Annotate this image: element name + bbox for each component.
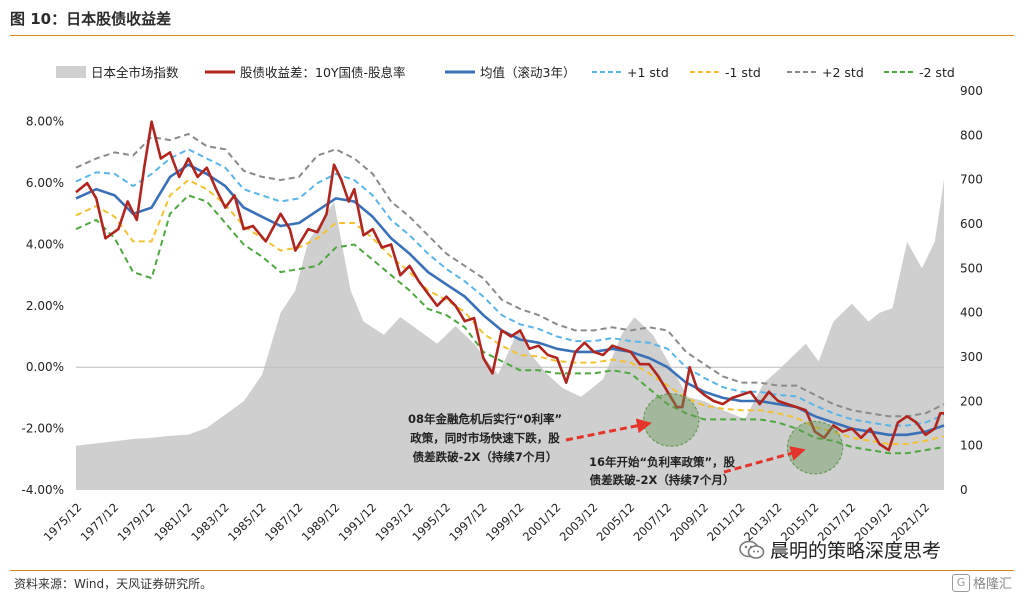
y-right-tick-label: 100 bbox=[960, 439, 983, 453]
annotation-arrow-1 bbox=[565, 418, 652, 442]
annotation-text: 16年开始“负利率政策”，股 bbox=[589, 455, 736, 469]
x-tick-label: 1999/12 bbox=[483, 500, 527, 544]
annotation-layer: 08年金融危机后实行“0利率”政策，同时市场快速下跌，股债差跌破-2X（持续7个… bbox=[408, 412, 806, 487]
y-left-tick-label: -4.00% bbox=[22, 483, 64, 497]
plus2-std-line bbox=[75, 133, 945, 418]
legend-label-plus2: +2 std bbox=[822, 65, 864, 80]
watermark: 晨明的策略深度思考 bbox=[738, 536, 941, 563]
x-tick-label: 1995/12 bbox=[409, 500, 453, 544]
wechat-icon bbox=[739, 540, 765, 559]
legend-swatch-area bbox=[56, 66, 86, 78]
annotation-text: 08年金融危机后实行“0利率” bbox=[408, 412, 562, 426]
bottom-rule bbox=[10, 570, 1014, 571]
x-tick-label: 2001/12 bbox=[520, 500, 564, 544]
highlight-circle-1 bbox=[643, 393, 700, 447]
source-note: 资料来源：Wind，天风证券研究所。 bbox=[14, 577, 213, 591]
y-left-tick-label: 2.00% bbox=[26, 299, 64, 313]
x-tick-label: 1975/12 bbox=[41, 500, 85, 544]
x-tick-label: 1981/12 bbox=[151, 500, 195, 544]
annotation-text: 政策，同时市场快速下跌，股 bbox=[410, 431, 560, 445]
x-tick-label: 1989/12 bbox=[299, 500, 343, 544]
y-left-tick-label: 8.00% bbox=[26, 115, 64, 129]
y-right-tick-label: 900 bbox=[960, 84, 983, 98]
x-tick-label: 1983/12 bbox=[188, 500, 232, 544]
x-tick-label: 2007/12 bbox=[630, 500, 674, 544]
index-area-layer bbox=[76, 179, 944, 490]
x-tick-label: 1977/12 bbox=[78, 500, 122, 544]
y-right-tick-label: 300 bbox=[960, 350, 983, 364]
x-tick-label: 2009/12 bbox=[667, 500, 711, 544]
x-tick-label: 1997/12 bbox=[446, 500, 490, 544]
highlight-layer bbox=[643, 393, 844, 475]
brand-mark: G 格隆汇 bbox=[952, 573, 1012, 592]
y-right-tick-label: 700 bbox=[960, 173, 983, 187]
y-right-tick-label: 600 bbox=[960, 217, 983, 231]
minus1-std-line bbox=[75, 179, 945, 445]
y-right-tick-label: 0 bbox=[960, 483, 968, 497]
y-left-tick-label: 4.00% bbox=[26, 237, 64, 251]
legend-label-spread: 股债收益差：10Y国债-股息率 bbox=[240, 65, 406, 80]
brand-text: 格隆汇 bbox=[973, 577, 1013, 592]
top-rule bbox=[10, 35, 1014, 36]
legend: 日本全市场指数 股债收益差：10Y国债-股息率 均值（滚动3年） +1 std -1 s… bbox=[56, 65, 955, 80]
legend-label-mean: 均值（滚动3年） bbox=[480, 65, 575, 80]
x-tick-label: 1979/12 bbox=[114, 500, 158, 544]
y-right-tick-label: 500 bbox=[960, 261, 983, 275]
legend-label-minus2: -2 std bbox=[919, 65, 955, 80]
x-tick-label: 1993/12 bbox=[372, 500, 416, 544]
y-left-tick-label: 6.00% bbox=[26, 176, 64, 190]
x-tick-label: 2005/12 bbox=[594, 500, 638, 544]
annotation-text: 债差跌破-2X（持续7个月） bbox=[590, 473, 735, 487]
highlight-circle-2 bbox=[786, 420, 844, 475]
legend-label-area: 日本全市场指数 bbox=[91, 65, 179, 80]
minus2-std-line bbox=[75, 194, 945, 455]
series-line-layer bbox=[75, 120, 945, 455]
x-tick-label: 1987/12 bbox=[262, 500, 306, 544]
annotation-text: 债差跌破-2X（持续7个月） bbox=[413, 450, 558, 464]
x-tick-label: 2003/12 bbox=[557, 500, 601, 544]
annotation-arrow-2 bbox=[723, 446, 806, 474]
watermark-text: 晨明的策略深度思考 bbox=[770, 540, 942, 562]
legend-label-minus1: -1 std bbox=[725, 65, 761, 80]
y-right-tick-label: 400 bbox=[960, 306, 983, 320]
spread-line bbox=[75, 120, 944, 452]
brand-logo-icon: G bbox=[952, 573, 970, 592]
y-right-tick-label: 800 bbox=[960, 128, 983, 142]
figure-title: 图 10：日本股债收益差 bbox=[10, 10, 172, 28]
x-tick-label: 1991/12 bbox=[336, 500, 380, 544]
plus1-std-line bbox=[75, 148, 945, 427]
y-right-tick-label: 200 bbox=[960, 394, 983, 408]
x-tick-label: 1985/12 bbox=[225, 500, 269, 544]
y-left-tick-label: 0.00% bbox=[26, 360, 64, 374]
index-area bbox=[76, 179, 944, 490]
y-left-tick-label: -2.00% bbox=[22, 422, 64, 436]
legend-label-plus1: +1 std bbox=[627, 65, 669, 80]
